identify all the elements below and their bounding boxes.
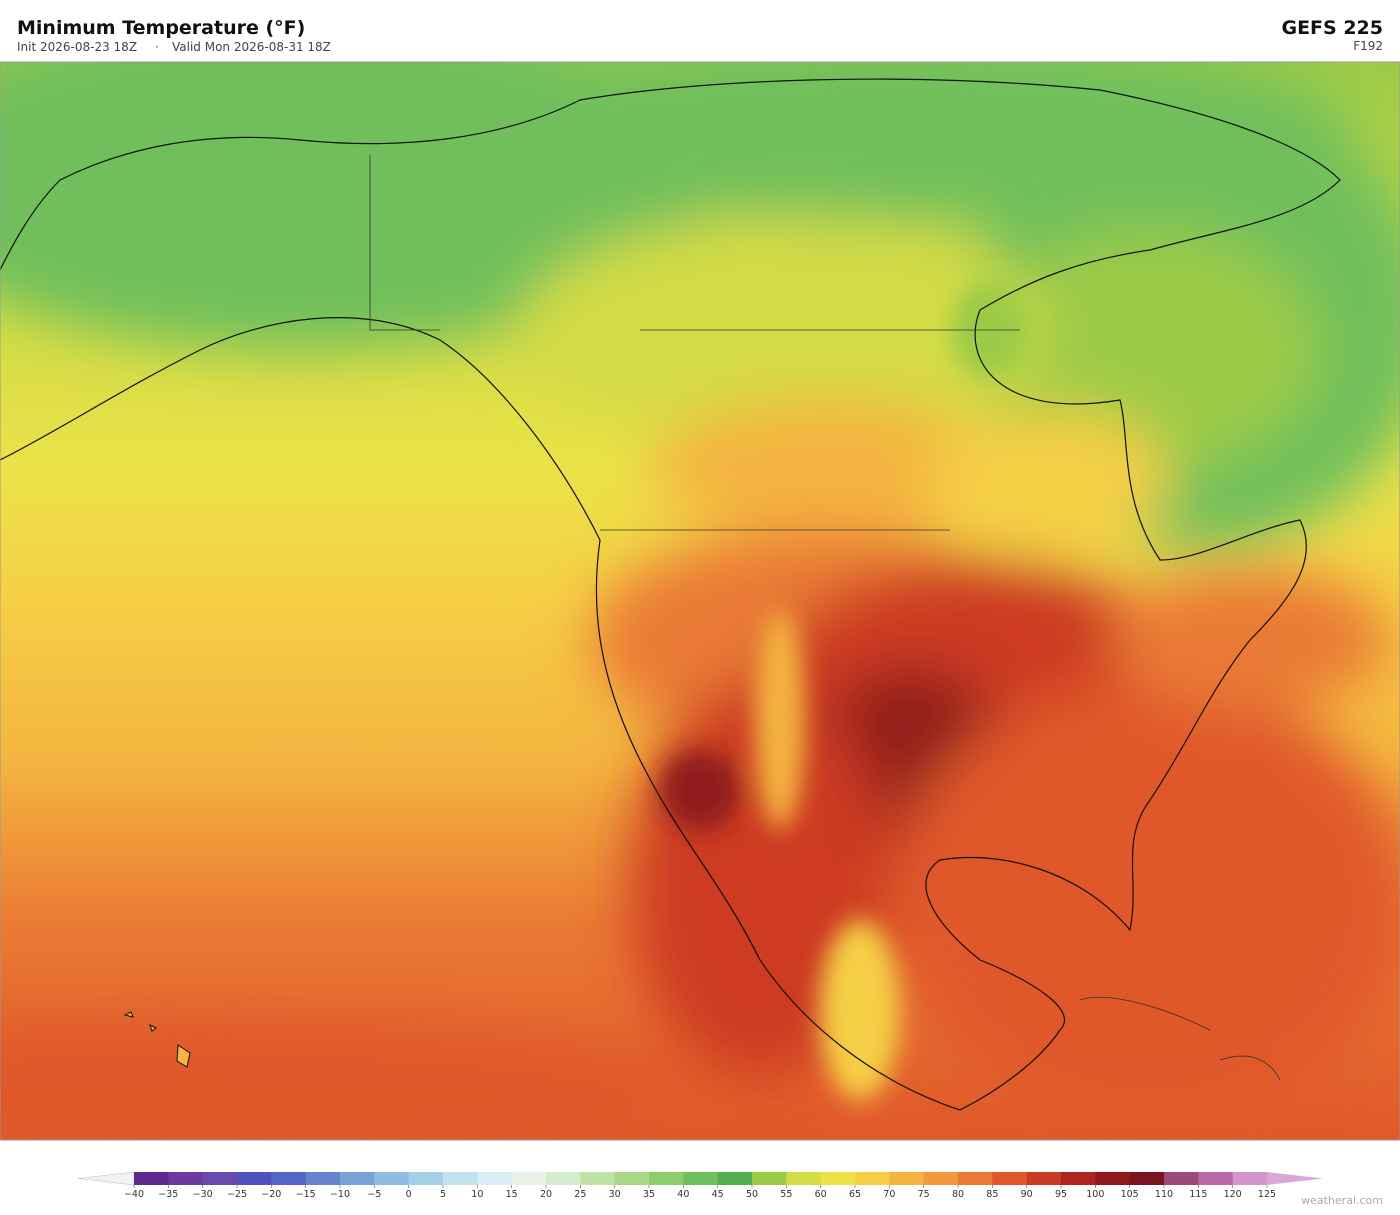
colorbar-label: 70 xyxy=(883,1189,895,1200)
colorbar-label: 125 xyxy=(1258,1189,1276,1200)
colorbar-over xyxy=(1267,1172,1323,1185)
colorbar-label: 10 xyxy=(471,1189,483,1200)
colorbar-segment xyxy=(580,1172,616,1185)
colorbar-segment xyxy=(511,1172,547,1185)
colorbar-label: 100 xyxy=(1086,1189,1104,1200)
colorbar-segment xyxy=(1061,1172,1096,1185)
colorbar-segment xyxy=(683,1172,719,1185)
colorbar-segment xyxy=(649,1172,684,1185)
colorbar-label: −10 xyxy=(330,1189,350,1200)
coastline xyxy=(0,78,1341,1111)
colorbar-label: 95 xyxy=(1055,1189,1067,1200)
colorbar-segment xyxy=(546,1172,581,1185)
colorbar-label: 65 xyxy=(849,1189,861,1200)
map-frame xyxy=(0,61,1400,1141)
colorbar-label: 5 xyxy=(440,1189,446,1200)
colorbar-segment xyxy=(408,1172,444,1185)
model-name: GEFS 225 xyxy=(1281,17,1383,39)
colorbar-segment xyxy=(717,1172,753,1185)
colorbar-label: −40 xyxy=(124,1189,144,1200)
colorbar-label: 25 xyxy=(574,1189,586,1200)
valid-time: Valid Mon 2026-08-31 18Z xyxy=(172,40,331,54)
colorbar-label: 75 xyxy=(918,1189,930,1200)
colorbar-label: 35 xyxy=(643,1189,655,1200)
colorbar-under xyxy=(77,1171,135,1186)
colorbar-segment xyxy=(134,1172,169,1185)
colorbar-label: 50 xyxy=(746,1189,758,1200)
colorbar-segment xyxy=(477,1172,513,1185)
colorbar-label: 0 xyxy=(406,1189,412,1200)
colorbar-label: 120 xyxy=(1224,1189,1242,1200)
colorbar-segment xyxy=(820,1172,856,1185)
colorbar-segment xyxy=(202,1172,238,1185)
colorbar: −40 −35 −30 −25 −20 −15 −10 −5 0 5 10 15 20 25 30 35 40 4… xyxy=(77,1171,1323,1200)
colorbar-label: 15 xyxy=(506,1189,518,1200)
colorbar-label: 20 xyxy=(540,1189,552,1200)
colorbar-label: 115 xyxy=(1189,1189,1207,1200)
colorbar-segment xyxy=(374,1172,410,1185)
watermark: weatherai.com xyxy=(1301,1194,1383,1207)
colorbar-segment xyxy=(1026,1172,1062,1185)
colorbar-segment xyxy=(305,1172,341,1185)
colorbar-segment xyxy=(1095,1172,1131,1185)
colorbar-segment xyxy=(752,1172,787,1185)
hawaii xyxy=(123,1011,191,1068)
colorbar-label: 60 xyxy=(815,1189,827,1200)
colorbar-segment xyxy=(855,1172,890,1185)
colorbar-segment xyxy=(923,1172,959,1185)
colorbar-label: 105 xyxy=(1121,1189,1139,1200)
colorbar-segment xyxy=(237,1172,272,1185)
colorbar-label: −25 xyxy=(227,1189,247,1200)
colorbar-label: 40 xyxy=(677,1189,689,1200)
colorbar-segment xyxy=(1198,1172,1234,1185)
colorbar-segment xyxy=(443,1172,478,1185)
colorbar-segment xyxy=(1129,1172,1165,1185)
colorbar-label: 85 xyxy=(986,1189,998,1200)
colorbar-segment xyxy=(1164,1172,1199,1185)
colorbar-label: 80 xyxy=(952,1189,964,1200)
colorbar-segment xyxy=(786,1172,822,1185)
colorbar-segment xyxy=(614,1172,650,1185)
forecast-hour: F192 xyxy=(1353,39,1383,53)
colorbar-label: −15 xyxy=(296,1189,316,1200)
temperature-field xyxy=(0,62,1400,1140)
terrain-detail xyxy=(660,280,1030,1100)
colorbar-segment xyxy=(168,1172,204,1185)
colorbar-label: 90 xyxy=(1021,1189,1033,1200)
colorbar-segment xyxy=(271,1172,307,1185)
colorbar-segment xyxy=(340,1172,375,1185)
colorbar-label: −35 xyxy=(158,1189,178,1200)
colorbar-segment xyxy=(958,1172,993,1185)
colorbar-label: −30 xyxy=(193,1189,213,1200)
init-time: Init 2026-08-23 18Z xyxy=(17,40,137,54)
colorbar-segment xyxy=(992,1172,1028,1185)
colorbar-label: 45 xyxy=(712,1189,724,1200)
colorbar-segment xyxy=(889,1172,925,1185)
colorbar-label: 55 xyxy=(780,1189,792,1200)
colorbar-segment xyxy=(1232,1172,1268,1185)
colorbar-label: 30 xyxy=(609,1189,621,1200)
separator: · xyxy=(155,40,159,54)
title: Minimum Temperature (°F) xyxy=(17,17,305,39)
colorbar-label: −20 xyxy=(261,1189,281,1200)
map xyxy=(0,62,1400,1140)
colorbar-label: 110 xyxy=(1155,1189,1173,1200)
borders xyxy=(369,155,1281,1081)
colorbar-label: −5 xyxy=(367,1189,381,1200)
